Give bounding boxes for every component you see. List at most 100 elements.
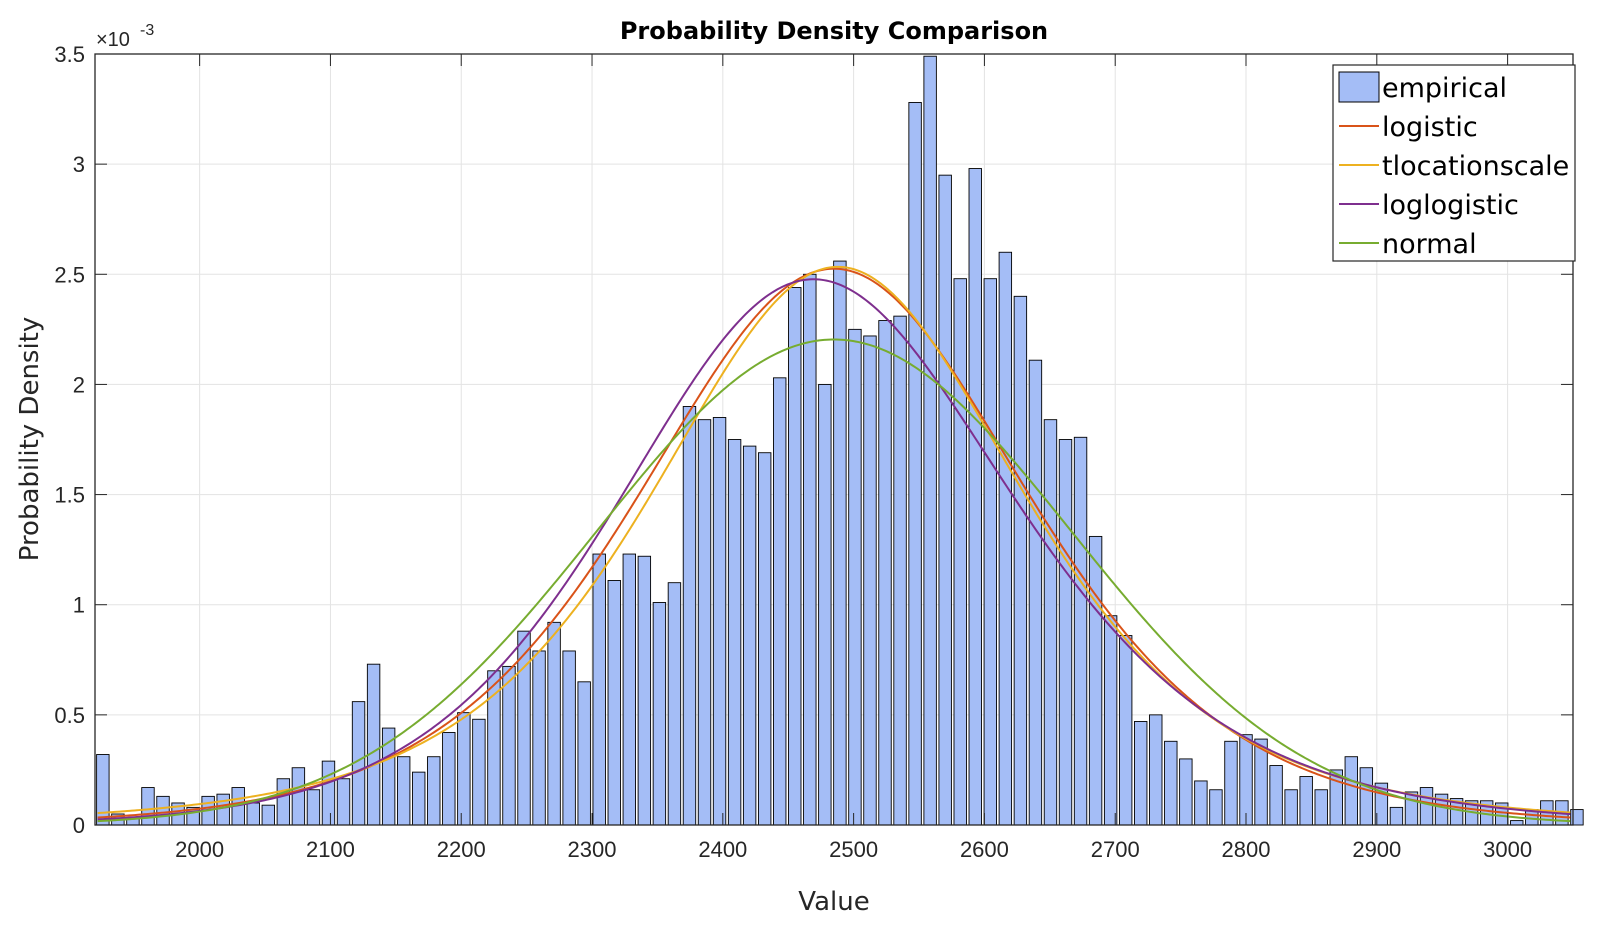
histogram-bar [1224, 740, 1238, 826]
histogram-bar [156, 795, 170, 826]
histogram-bar [953, 278, 967, 826]
histogram-bar [1073, 436, 1088, 826]
histogram-bar [1299, 776, 1313, 826]
histogram-bar [607, 580, 621, 826]
histogram-bar [818, 383, 832, 826]
histogram-bar [547, 621, 561, 826]
legend-label-loglogistic: loglogistic [1382, 190, 1519, 221]
histogram-bar [1389, 806, 1404, 826]
legend-label-tlocationscale: tlocationscale [1382, 151, 1569, 182]
histogram-bar [923, 55, 937, 826]
histogram-bar [1058, 439, 1073, 826]
histogram-bar [472, 718, 486, 826]
histogram-bar [938, 174, 952, 826]
y-tick-label: 1.5 [54, 483, 85, 508]
histogram-bar [366, 663, 381, 826]
histogram-bar [727, 439, 742, 826]
plot-frame [94, 53, 1574, 826]
histogram-bar [637, 555, 652, 826]
y-tick-label: 0 [73, 813, 85, 838]
histogram-bar [577, 681, 591, 826]
y-tick-label: 2.5 [54, 262, 85, 287]
chart-title: Probability Density Comparison [620, 17, 1048, 45]
histogram-bar [336, 778, 351, 826]
histogram-bar [532, 650, 546, 826]
histogram-bar [773, 377, 787, 826]
histogram-bar [1404, 791, 1419, 826]
histogram-bar [893, 315, 907, 826]
histogram-bar [1149, 714, 1163, 826]
histogram-bar [321, 760, 336, 826]
histogram-bars [96, 55, 1584, 826]
x-tick-label: 2700 [1091, 837, 1140, 862]
histogram-bar [1570, 809, 1584, 826]
y-axis-ticks: 0 0.5 1 1.5 2 2.5 3 3.5 [54, 42, 1573, 838]
histogram-bar [1103, 615, 1118, 826]
histogram-bar [442, 732, 456, 826]
histogram-bar [712, 417, 727, 826]
histogram-bar [261, 804, 275, 826]
histogram-bar [1164, 740, 1178, 826]
histogram-bar [833, 260, 847, 826]
histogram-bar [306, 789, 321, 826]
histogram-bar [141, 787, 155, 826]
histogram-bar [697, 419, 712, 826]
fit-curve-normal [97, 338, 1571, 823]
histogram-bar [1359, 767, 1374, 826]
histogram-bar [863, 335, 877, 826]
histogram-bar [622, 553, 636, 826]
y-tick-label: 1 [73, 593, 85, 618]
histogram-bar [1269, 765, 1283, 826]
histogram-bar [502, 665, 516, 826]
x-axis-ticks: 2000 2100 2200 2300 2400 2500 2600 2700 2800 2900… [175, 54, 1532, 862]
histogram-bar [1284, 789, 1298, 826]
y-tick-label: 3 [73, 152, 85, 177]
histogram-bar [652, 602, 667, 826]
histogram-bar [1043, 419, 1058, 826]
x-tick-label: 2100 [306, 837, 355, 862]
histogram-bar [562, 650, 576, 826]
legend-label-empirical: empirical [1382, 73, 1507, 104]
histogram-bar [848, 328, 862, 826]
histogram-bar [1209, 789, 1223, 826]
histogram-bar [1013, 295, 1028, 826]
histogram-bar [983, 278, 997, 826]
histogram-bar [803, 273, 817, 826]
y-axis-label: Probability Density [15, 317, 45, 562]
histogram-bar [246, 802, 260, 826]
histogram-bar [878, 320, 892, 826]
histogram-bar [998, 251, 1013, 826]
x-tick-label: 3000 [1483, 837, 1532, 862]
histogram-bar [682, 406, 697, 826]
histogram-bar [216, 793, 230, 826]
histogram-bar [1239, 734, 1253, 826]
histogram-bar [908, 102, 922, 826]
histogram-bar [96, 754, 110, 826]
legend-label-normal: normal [1382, 229, 1477, 260]
y-tick-label: 2 [73, 372, 85, 397]
x-tick-label: 2800 [1222, 837, 1271, 862]
y-exponent-power: -3 [140, 22, 154, 39]
histogram-bar [1194, 780, 1208, 826]
x-tick-label: 2300 [568, 837, 617, 862]
x-tick-label: 2500 [829, 837, 878, 862]
histogram-bar [1028, 359, 1043, 826]
x-tick-label: 2400 [698, 837, 747, 862]
histogram-bar [592, 553, 606, 826]
histogram-bar [968, 168, 982, 826]
histogram-bar [457, 712, 471, 826]
histogram-bar [396, 756, 411, 826]
legend-label-logistic: logistic [1382, 112, 1478, 143]
histogram-bar [427, 756, 441, 826]
legend-swatch-empirical [1338, 71, 1380, 103]
histogram-bar [1419, 787, 1434, 826]
histogram-bar [667, 582, 682, 826]
y-tick-label: 3.5 [54, 42, 85, 67]
histogram-bar [1179, 758, 1193, 826]
x-axis-label: Value [798, 887, 869, 917]
histogram-bar [1314, 789, 1328, 826]
histogram-bar [1344, 756, 1358, 826]
x-tick-label: 2600 [960, 837, 1009, 862]
legend: empirical logistic tlocationscale loglog… [1332, 64, 1576, 262]
